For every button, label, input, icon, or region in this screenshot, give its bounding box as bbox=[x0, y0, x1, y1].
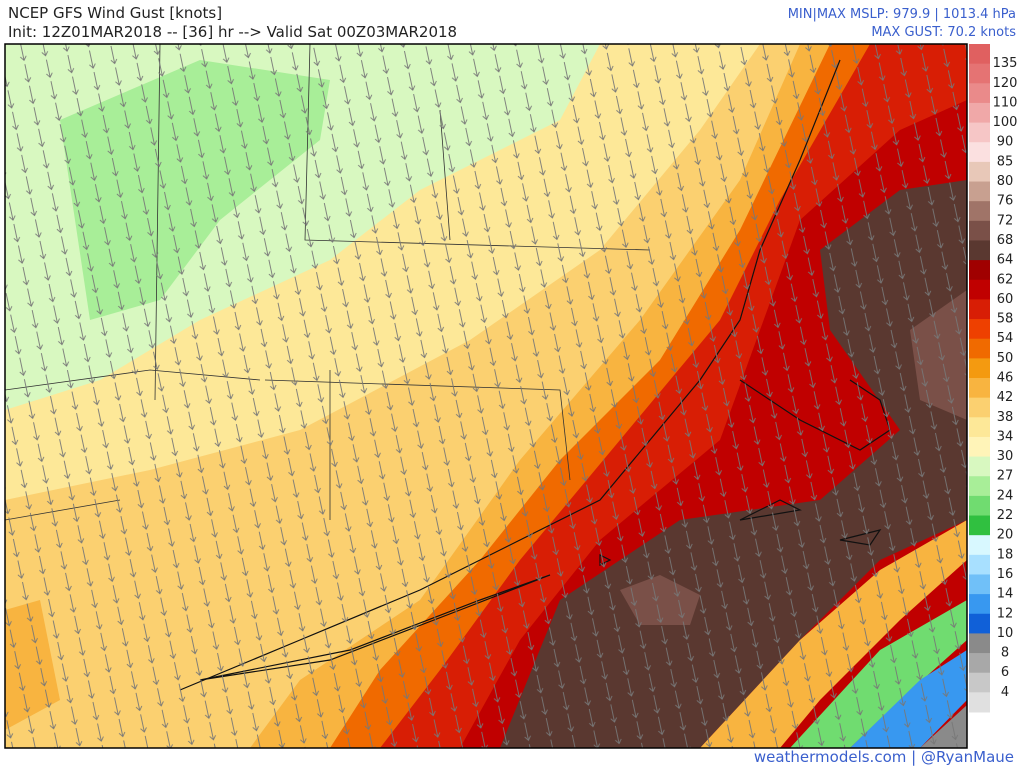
colorbar-label: 90 bbox=[997, 135, 1014, 150]
colorbar-swatch bbox=[969, 613, 990, 634]
colorbar-label: 58 bbox=[997, 312, 1014, 327]
colorbar-swatch bbox=[969, 358, 990, 379]
colorbar-swatch bbox=[969, 338, 990, 359]
colorbar-swatch bbox=[969, 63, 990, 84]
colorbar-label: 34 bbox=[997, 429, 1014, 444]
colorbar-swatch bbox=[969, 653, 990, 674]
colorbar-swatch bbox=[969, 633, 990, 654]
colorbar-swatch bbox=[969, 299, 990, 320]
colorbar-swatch bbox=[969, 672, 990, 693]
colorbar-label: 20 bbox=[997, 528, 1014, 543]
colorbar-label: 38 bbox=[997, 410, 1014, 425]
colorbar-swatch bbox=[969, 574, 990, 595]
gust-info: MAX GUST: 70.2 knots bbox=[871, 25, 1016, 40]
colorbar-swatch bbox=[969, 260, 990, 281]
colorbar-swatch bbox=[969, 535, 990, 556]
colorbar-swatch bbox=[969, 594, 990, 615]
colorbar-label: 80 bbox=[997, 174, 1014, 189]
colorbar-label: 64 bbox=[997, 253, 1014, 268]
colorbar-swatch bbox=[969, 240, 990, 261]
colorbar-swatch bbox=[969, 44, 990, 65]
colorbar-label: 85 bbox=[997, 154, 1014, 169]
colorbar-label: 100 bbox=[993, 115, 1018, 130]
colorbar-label: 110 bbox=[993, 95, 1018, 110]
colorbar-label: 135 bbox=[993, 56, 1018, 71]
colorbar-label: 62 bbox=[997, 272, 1014, 287]
colorbar-label: 18 bbox=[997, 547, 1014, 562]
colorbar-label: 54 bbox=[997, 331, 1014, 346]
colorbar-swatch bbox=[969, 456, 990, 477]
colorbar-label: 76 bbox=[997, 194, 1014, 209]
colorbar-label: 50 bbox=[997, 351, 1014, 366]
map-subtitle: Init: 12Z01MAR2018 -- [36] hr --> Valid … bbox=[8, 23, 457, 41]
colorbar-swatch bbox=[969, 161, 990, 183]
mslp-info: MIN|MAX MSLP: 979.9 | 1013.4 hPa bbox=[788, 7, 1016, 22]
colorbar-label: 120 bbox=[993, 76, 1018, 91]
colorbar: 1351201101009085807672686462605854504642… bbox=[969, 44, 1017, 713]
colorbar-swatch bbox=[969, 436, 990, 458]
colorbar-swatch bbox=[969, 495, 990, 517]
colorbar-label: 42 bbox=[997, 390, 1014, 405]
colorbar-swatch bbox=[969, 515, 990, 536]
colorbar-swatch bbox=[969, 279, 990, 300]
colorbar-swatch bbox=[969, 220, 990, 241]
colorbar-swatch bbox=[969, 83, 990, 104]
colorbar-label: 30 bbox=[997, 449, 1014, 464]
colorbar-label: 24 bbox=[997, 488, 1014, 503]
colorbar-swatch bbox=[969, 476, 990, 497]
colorbar-swatch bbox=[969, 142, 990, 163]
colorbar-label: 27 bbox=[997, 469, 1014, 484]
colorbar-swatch bbox=[969, 692, 990, 713]
colorbar-swatch bbox=[969, 102, 990, 124]
colorbar-label: 4 bbox=[1001, 685, 1009, 700]
colorbar-swatch bbox=[969, 554, 990, 575]
colorbar-swatch bbox=[969, 397, 990, 418]
colorbar-label: 6 bbox=[1001, 665, 1009, 680]
credit: weathermodels.com | @RyanMaue bbox=[754, 748, 1014, 766]
colorbar-label: 22 bbox=[997, 508, 1014, 523]
colorbar-swatch bbox=[969, 378, 990, 399]
colorbar-label: 46 bbox=[997, 371, 1014, 386]
colorbar-label: 68 bbox=[997, 233, 1014, 248]
map-title: NCEP GFS Wind Gust [knots] bbox=[8, 4, 222, 22]
colorbar-label: 72 bbox=[997, 213, 1014, 228]
colorbar-label: 8 bbox=[1001, 646, 1009, 661]
colorbar-swatch bbox=[969, 122, 990, 143]
colorbar-swatch bbox=[969, 319, 990, 340]
colorbar-swatch bbox=[969, 181, 990, 202]
map-frame bbox=[4, 43, 968, 749]
map bbox=[5, 44, 967, 748]
colorbar-swatch bbox=[969, 201, 990, 222]
colorbar-label: 12 bbox=[997, 606, 1014, 621]
colorbar-swatch bbox=[969, 417, 990, 438]
colorbar-label: 60 bbox=[997, 292, 1014, 307]
colorbar-label: 16 bbox=[997, 567, 1014, 582]
colorbar-label: 14 bbox=[997, 587, 1014, 602]
colorbar-label: 10 bbox=[997, 626, 1014, 641]
